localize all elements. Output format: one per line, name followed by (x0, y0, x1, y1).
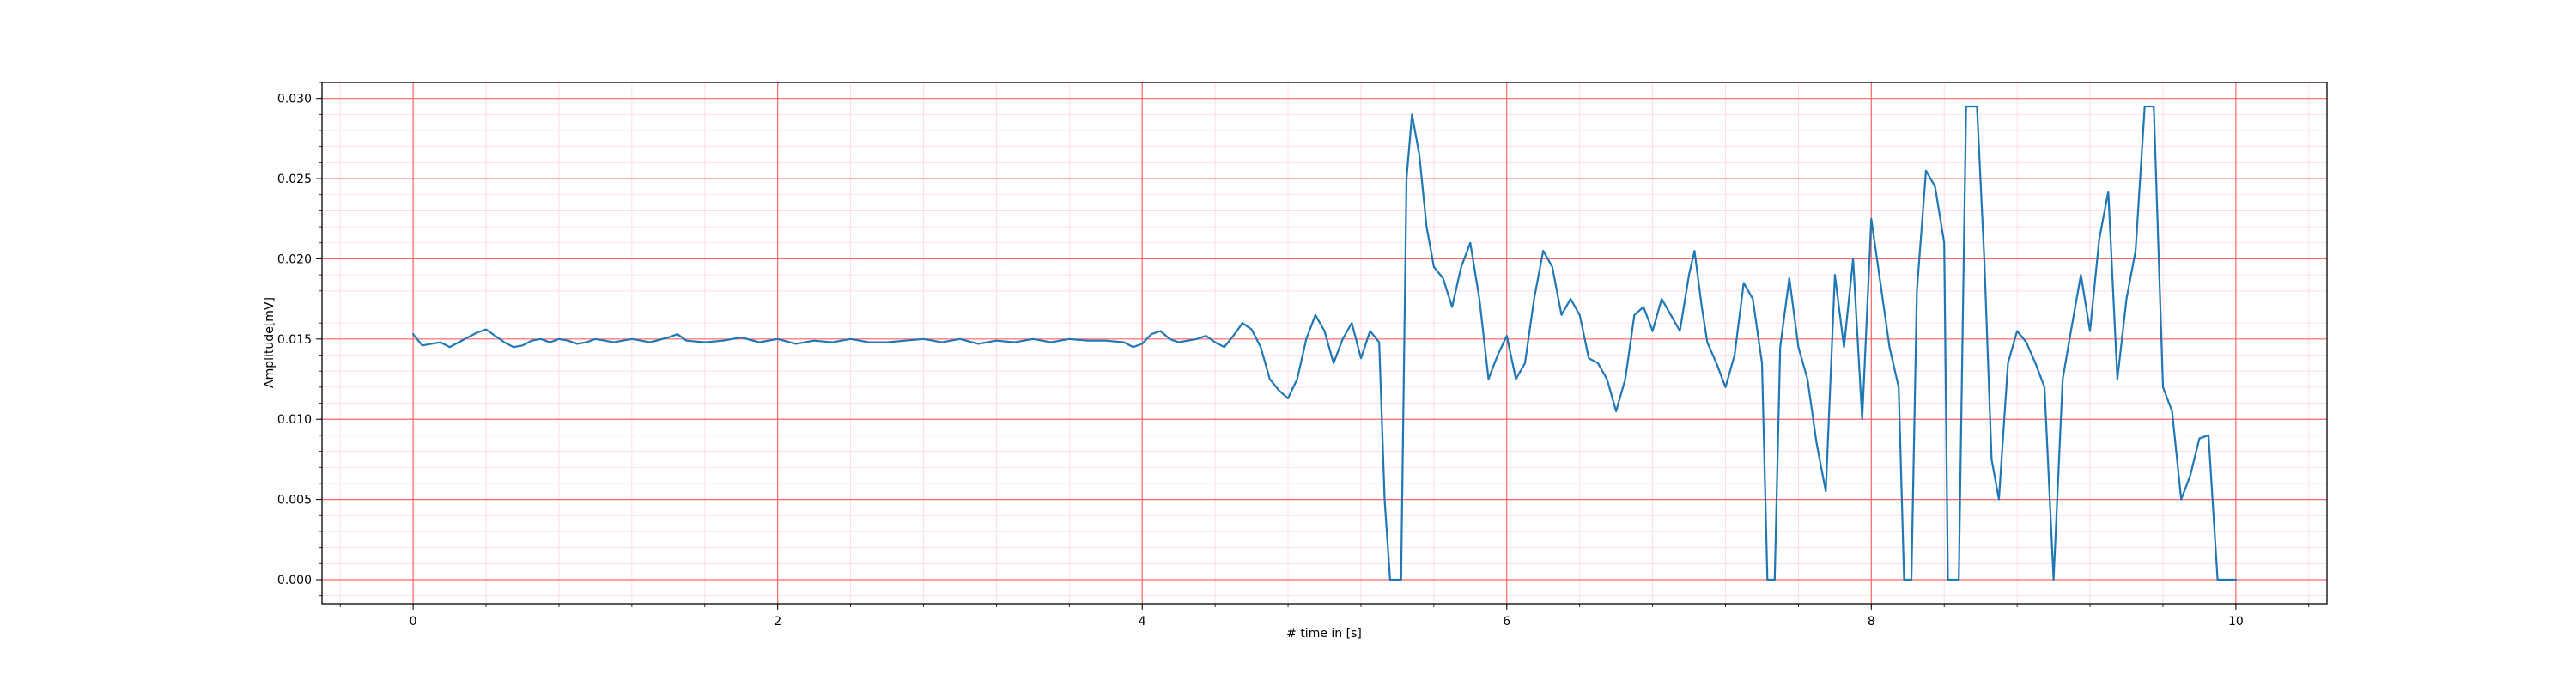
y-axis-label: Amplitude[mV] (263, 297, 276, 388)
axis-tick-labels: 0 2 4 6 8 10 0.000 0.005 0.010 0.015 0.020 0.025 0.0… (277, 93, 2244, 629)
x-tick-label: 10 (2228, 615, 2244, 629)
y-tick-label: 0.005 (277, 494, 312, 508)
y-tick-label: 0.030 (277, 93, 312, 106)
y-tick-label: 0.015 (277, 333, 312, 347)
x-axis-label: # time in [s] (1286, 627, 1362, 641)
y-tick-label: 0.000 (277, 574, 312, 587)
y-tick-label: 0.020 (277, 252, 312, 266)
major-grid (322, 82, 2327, 604)
plot-frame (321, 82, 2328, 605)
x-tick-label: 6 (1503, 615, 1510, 629)
x-tick-label: 0 (410, 615, 417, 629)
axis-ticks (316, 82, 2310, 610)
x-tick-label: 8 (1868, 615, 1875, 629)
y-tick-label: 0.025 (277, 173, 312, 186)
y-tick-label: 0.010 (277, 413, 312, 427)
x-tick-label: 4 (1139, 615, 1146, 629)
signal-line (412, 105, 2237, 581)
x-tick-label: 2 (774, 615, 781, 629)
series-layer (412, 105, 2237, 581)
